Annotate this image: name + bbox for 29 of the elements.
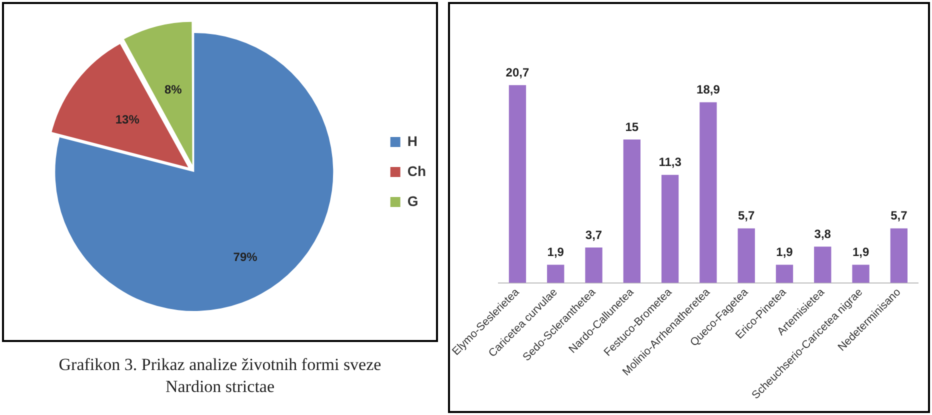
bar	[661, 174, 679, 283]
text: Grafikon 3. Prikaz analize životnih formi sveze Nardion strictae	[58, 354, 382, 398]
bar	[890, 228, 908, 283]
legend-label: G	[407, 192, 418, 209]
bar	[852, 264, 870, 283]
bar	[623, 140, 640, 283]
data-label: 20,7	[506, 65, 530, 80]
legend-label: H	[407, 132, 418, 149]
data-label: 11,3	[658, 155, 682, 170]
bar	[738, 228, 755, 283]
data-label: 5,7	[890, 208, 908, 223]
bar	[776, 264, 794, 283]
bar	[700, 102, 717, 283]
data-label: 8%	[164, 82, 182, 96]
legend-label: Ch	[407, 162, 426, 179]
data-label: 1,9	[547, 245, 564, 260]
data-label: 18,9	[696, 82, 720, 97]
data-label: 1,9	[776, 245, 794, 260]
data-label: 13%	[115, 112, 140, 127]
bar	[814, 246, 832, 283]
data-label: 5,7	[738, 208, 756, 223]
data-label: 79%	[233, 250, 258, 264]
data-label: 15	[625, 120, 639, 134]
data-label: 3,7	[585, 228, 602, 242]
bar	[508, 85, 526, 283]
data-label: 1,9	[852, 245, 870, 260]
bar	[585, 248, 602, 283]
bar	[547, 264, 564, 283]
data-label: 3,8	[814, 226, 832, 241]
